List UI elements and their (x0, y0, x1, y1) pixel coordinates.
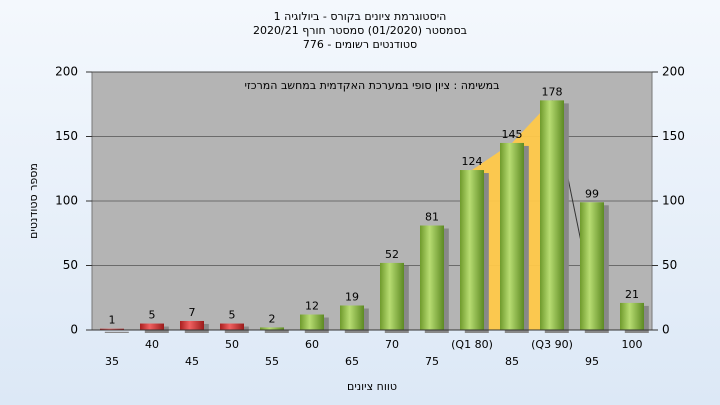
value-label: 145 (502, 128, 523, 141)
bar (180, 320, 204, 330)
y2-tick-label: 200 (662, 65, 685, 79)
bar (380, 262, 404, 330)
value-label: 5 (149, 309, 156, 322)
value-label: 19 (345, 290, 359, 303)
bar (300, 314, 324, 330)
bar (100, 328, 124, 330)
bar (420, 225, 444, 330)
bar-shadow (104, 331, 129, 333)
y-tick-label: 200 (55, 65, 78, 79)
bar-shadow (264, 330, 289, 333)
y-tick-label: 150 (55, 129, 78, 143)
bar (540, 100, 564, 330)
x-tick-label: 95 (585, 355, 599, 368)
bar (580, 202, 604, 330)
x-axis-label: טווח ציונים (347, 380, 397, 393)
y2-tick-label: 50 (662, 258, 677, 272)
bar (500, 142, 524, 330)
bar (340, 305, 364, 330)
x-tick-label: 50 (225, 338, 239, 351)
value-label: 5 (229, 309, 236, 322)
value-label: 52 (385, 248, 399, 261)
x-tick-label: 40 (145, 338, 159, 351)
annotation: במשימה : ציון סופי במערכת האקדמית במחשב … (245, 79, 500, 92)
value-label: 81 (425, 211, 439, 224)
x-tick-label: (Q3 90) (531, 338, 573, 351)
y2-tick-label: 100 (662, 194, 685, 208)
bar (460, 170, 484, 330)
chart-title: היסטוגרמת ציונים בקורס - ביולוגיה 1 (274, 10, 447, 23)
y2-tick-label: 150 (662, 129, 685, 143)
chart-subtitle: סטודנטים רשומים - 776 (303, 38, 417, 51)
x-tick-label: (Q1 80) (451, 338, 493, 351)
chart-subtitle: בסמסטר (01/2020) סמסטר חורף 2020/21 (253, 24, 467, 37)
x-tick-label: 100 (622, 338, 643, 351)
value-label: 2 (269, 312, 276, 325)
x-tick-label: 55 (265, 355, 279, 368)
bar (620, 302, 644, 330)
y-tick-label: 100 (55, 194, 78, 208)
y-tick-label: 50 (63, 258, 78, 272)
value-label: 99 (585, 187, 599, 200)
y-tick-label: 0 (70, 323, 78, 337)
bar (140, 323, 164, 330)
x-tick-label: 70 (385, 338, 399, 351)
value-label: 7 (189, 306, 196, 319)
value-label: 21 (625, 288, 639, 301)
x-tick-label: 35 (105, 355, 119, 368)
x-tick-label: 75 (425, 355, 439, 368)
value-label: 12 (305, 300, 319, 313)
bar (220, 323, 244, 330)
value-label: 124 (462, 155, 483, 168)
value-label: 1 (109, 314, 116, 327)
y2-tick-label: 0 (662, 323, 670, 337)
x-tick-label: 65 (345, 355, 359, 368)
bar (260, 327, 284, 330)
x-tick-label: 85 (505, 355, 519, 368)
value-label: 178 (542, 85, 563, 98)
x-tick-label: 60 (305, 338, 319, 351)
y-axis-label: מספר סטודנטים (27, 163, 40, 239)
x-tick-label: 45 (185, 355, 199, 368)
